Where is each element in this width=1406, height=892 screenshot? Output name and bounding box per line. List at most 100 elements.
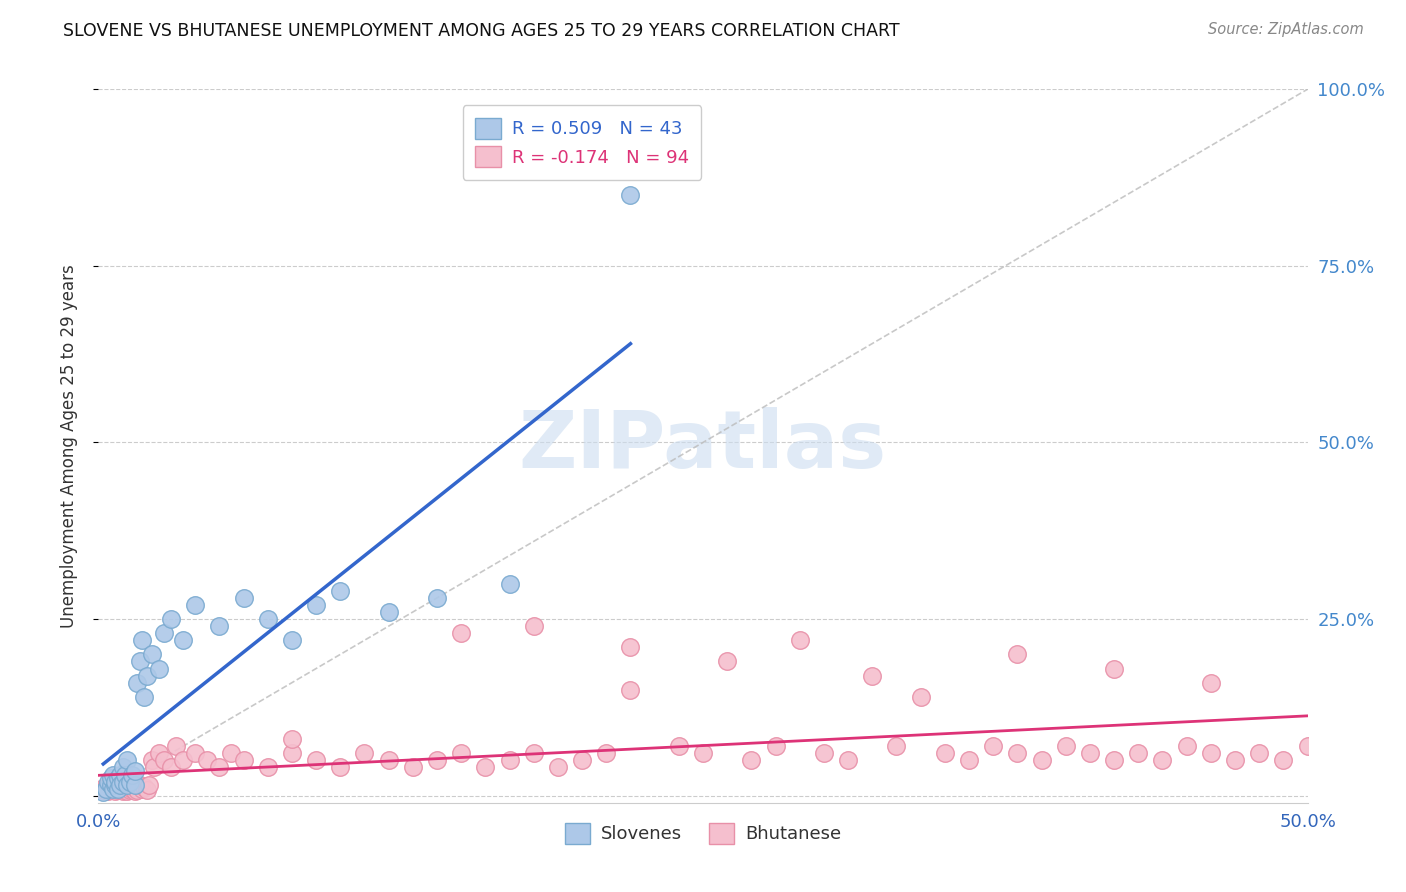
Point [108, 780, 131, 795]
Point [134, 690, 156, 704]
Point [124, 778, 146, 792]
Point [114, 783, 136, 797]
Point [232, 591, 254, 605]
Text: Source: ZipAtlas.com: Source: ZipAtlas.com [1208, 22, 1364, 37]
Point [121, 767, 143, 781]
Point [1199, 675, 1222, 690]
Point [91, 785, 114, 799]
Point [716, 655, 738, 669]
Point [765, 739, 787, 754]
Point [107, 771, 129, 785]
Point [256, 760, 278, 774]
Point [91, 783, 114, 797]
Point [172, 753, 194, 767]
Point [1007, 747, 1029, 761]
Point [184, 747, 207, 761]
Point [1102, 662, 1125, 676]
Point [117, 784, 139, 798]
Point [232, 753, 254, 767]
Point [1223, 753, 1246, 767]
Point [1152, 753, 1174, 767]
Point [118, 774, 141, 789]
Point [117, 778, 139, 792]
Point [127, 675, 149, 690]
Point [957, 753, 980, 767]
Point [221, 747, 243, 761]
Point [305, 598, 328, 612]
Point [498, 576, 520, 591]
Legend: Slovenes, Bhutanese: Slovenes, Bhutanese [558, 815, 848, 851]
Point [1175, 739, 1198, 754]
Point [474, 760, 496, 774]
Point [195, 753, 218, 767]
Point [813, 747, 835, 761]
Point [127, 783, 149, 797]
Point [135, 668, 157, 682]
Point [107, 783, 129, 797]
Point [837, 753, 859, 767]
Point [353, 747, 375, 761]
Point [148, 747, 170, 761]
Point [789, 633, 811, 648]
Point [97, 774, 120, 789]
Point [121, 778, 143, 792]
Point [108, 781, 131, 796]
Point [117, 753, 139, 767]
Point [450, 747, 472, 761]
Text: ZIPatlas: ZIPatlas [519, 407, 887, 485]
Point [934, 747, 956, 761]
Point [692, 747, 714, 761]
Point [1031, 753, 1053, 767]
Point [124, 780, 146, 795]
Point [1078, 747, 1101, 761]
Point [152, 626, 174, 640]
Point [100, 781, 122, 796]
Point [426, 591, 449, 605]
Point [101, 767, 124, 781]
Point [100, 778, 122, 792]
Point [165, 739, 187, 754]
Point [184, 598, 207, 612]
Point [138, 778, 160, 792]
Point [97, 784, 120, 798]
Point [740, 753, 762, 767]
Point [141, 648, 163, 662]
Point [1199, 747, 1222, 761]
Point [134, 780, 156, 795]
Point [90, 781, 112, 796]
Point [111, 778, 134, 792]
Point [523, 747, 546, 761]
Point [1249, 747, 1271, 761]
Point [981, 739, 1004, 754]
Point [118, 783, 141, 797]
Point [1272, 753, 1295, 767]
Point [108, 778, 131, 792]
Point [107, 781, 129, 796]
Point [100, 778, 122, 792]
Point [118, 781, 141, 796]
Point [208, 760, 231, 774]
Point [152, 753, 174, 767]
Point [121, 781, 143, 796]
Point [860, 668, 883, 682]
Point [124, 784, 146, 798]
Point [426, 753, 449, 767]
Point [148, 662, 170, 676]
Point [305, 753, 328, 767]
Point [101, 783, 124, 797]
Point [402, 760, 425, 774]
Point [1296, 739, 1319, 754]
Point [1007, 648, 1029, 662]
Point [104, 784, 127, 798]
Point [595, 747, 617, 761]
Point [523, 619, 546, 633]
Point [1128, 747, 1150, 761]
Y-axis label: Unemployment Among Ages 25 to 29 years: Unemployment Among Ages 25 to 29 years [59, 264, 77, 628]
Point [547, 760, 569, 774]
Point [94, 781, 117, 796]
Point [329, 583, 352, 598]
Point [114, 767, 136, 781]
Point [141, 753, 163, 767]
Point [128, 778, 150, 792]
Point [107, 778, 129, 792]
